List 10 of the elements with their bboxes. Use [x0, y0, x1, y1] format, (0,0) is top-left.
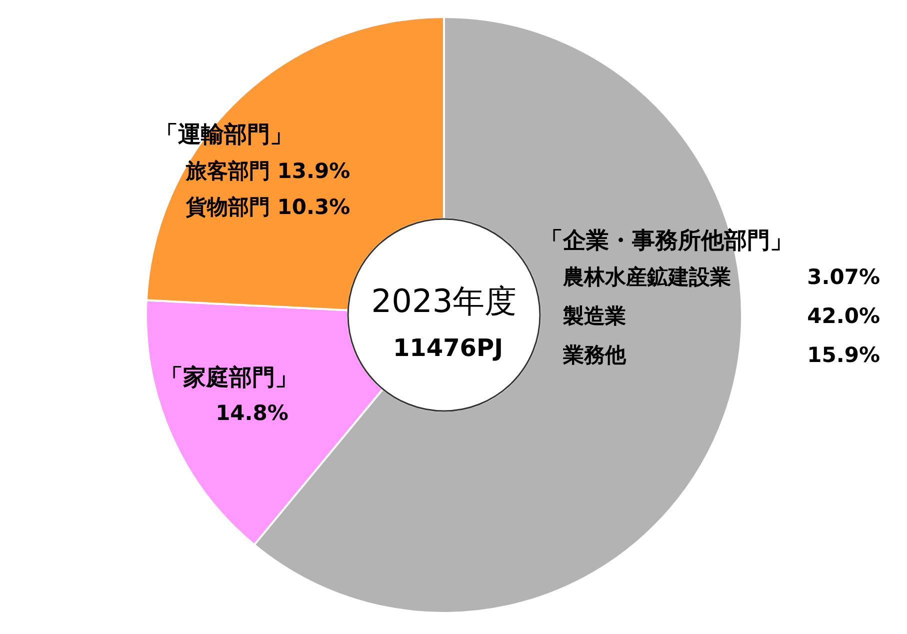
text: 製造業 42.0%: [563, 304, 880, 328]
data-label: 14.8%: [216, 401, 288, 425]
text: 業務他 15.9%: [563, 343, 880, 367]
slice-label: 「企業・事務所他部門」: [540, 228, 793, 254]
text: 貨物部門 10.3%: [185, 195, 350, 219]
text: 農林水産鉱建設業 3.07%: [563, 265, 880, 289]
text: 2023年度: [371, 282, 517, 320]
slice-label: 「家庭部門」: [160, 364, 298, 391]
text: 旅客部門 13.9%: [185, 159, 350, 183]
text: 11476PJ: [392, 334, 504, 362]
